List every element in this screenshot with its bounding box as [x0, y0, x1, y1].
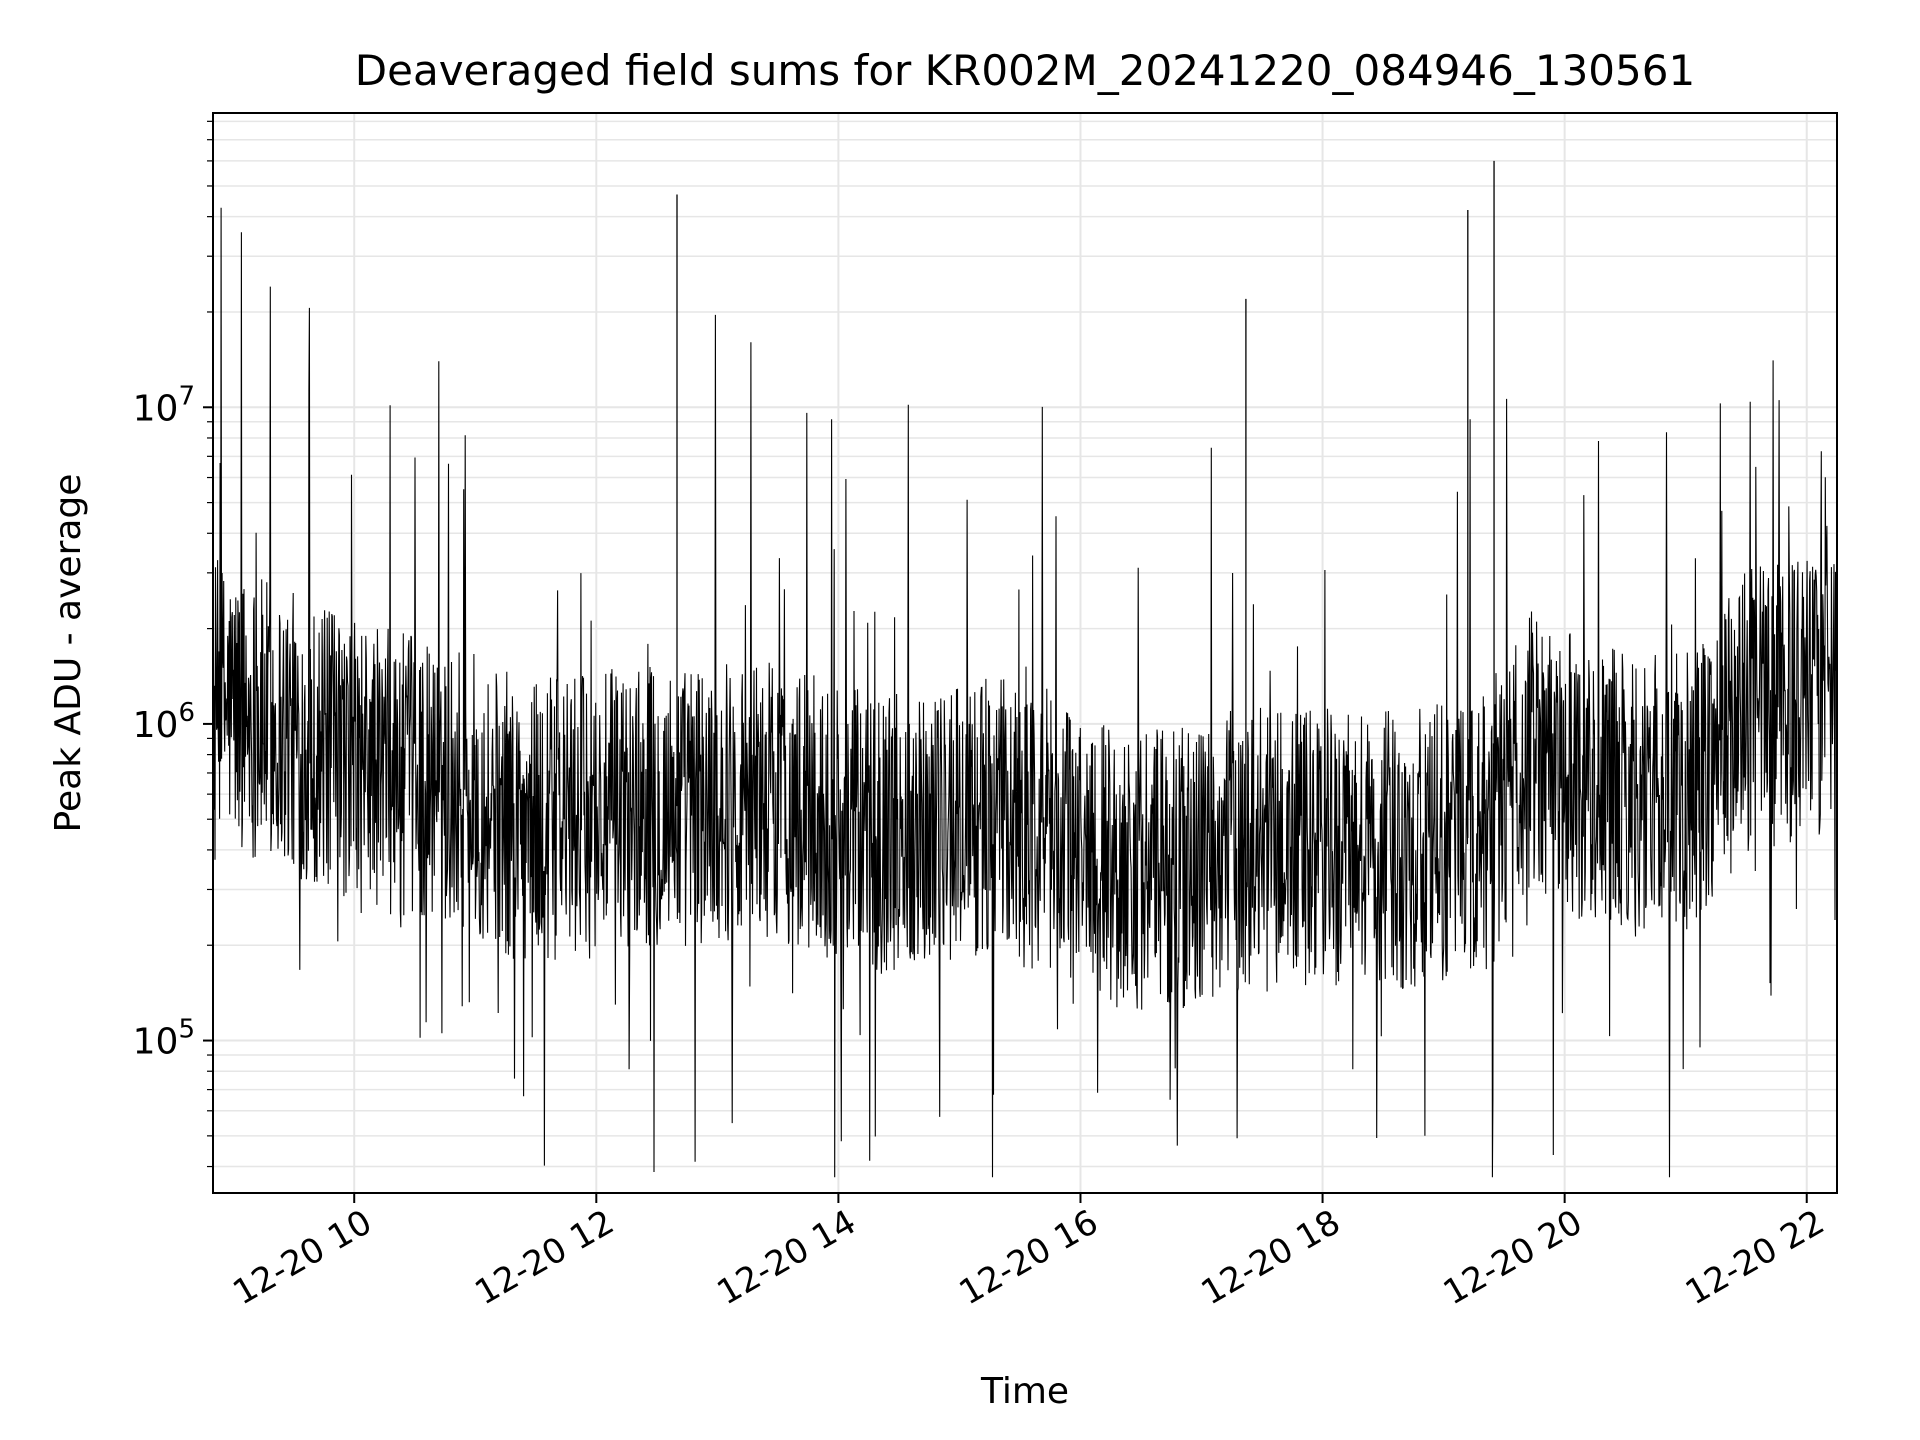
x-tick-label: 12-20 18: [1195, 1202, 1347, 1313]
x-axis-label: Time: [980, 1371, 1069, 1412]
grid-lines: [213, 113, 1837, 1193]
spike-marks: [676, 160, 1495, 850]
x-tick-label: 12-20 22: [1679, 1202, 1831, 1313]
y-axis: 105 106 107: [133, 120, 213, 1168]
y-tick-label: 105: [133, 1015, 195, 1063]
y-tick-label: 107: [133, 381, 195, 429]
axes-frame: [212, 112, 1838, 1194]
x-tick-label: 12-20 14: [710, 1202, 862, 1313]
series-line: [212, 207, 1838, 1178]
x-tick-label: 12-20 16: [953, 1202, 1105, 1313]
x-tick-label: 12-20 20: [1437, 1202, 1589, 1313]
x-axis: 12-20 10 12-20 12 12-20 14 12-20 16 12-20 18…: [226, 1193, 1831, 1313]
plot-area: [212, 160, 1838, 1178]
y-tick-label: 106: [133, 698, 195, 746]
y-axis-label: Peak ADU - average: [48, 474, 89, 833]
x-tick-label: 12-20 10: [226, 1202, 378, 1313]
chart-title: Deaveraged field sums for KR002M_2024122…: [355, 46, 1695, 95]
x-tick-label: 12-20 12: [468, 1202, 620, 1313]
